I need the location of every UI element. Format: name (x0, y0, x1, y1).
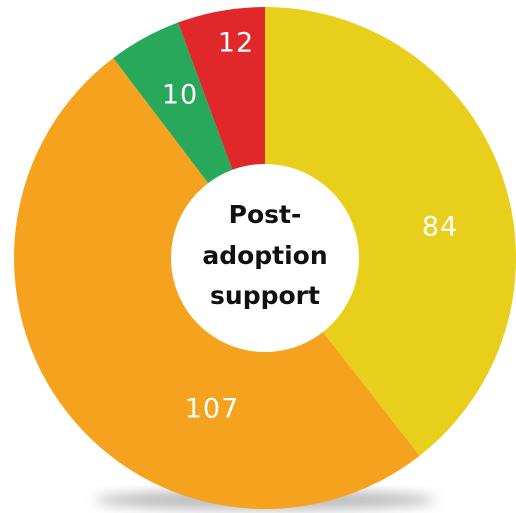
donut-hole (171, 164, 359, 352)
center-title: Post- (229, 200, 302, 229)
value-label: 12 (218, 28, 254, 59)
slice (265, 7, 516, 456)
center-title: adoption (202, 241, 327, 270)
value-label: 84 (422, 212, 458, 243)
value-label: 10 (162, 80, 198, 111)
center-title: support (210, 281, 320, 310)
value-label: 107 (185, 394, 240, 425)
